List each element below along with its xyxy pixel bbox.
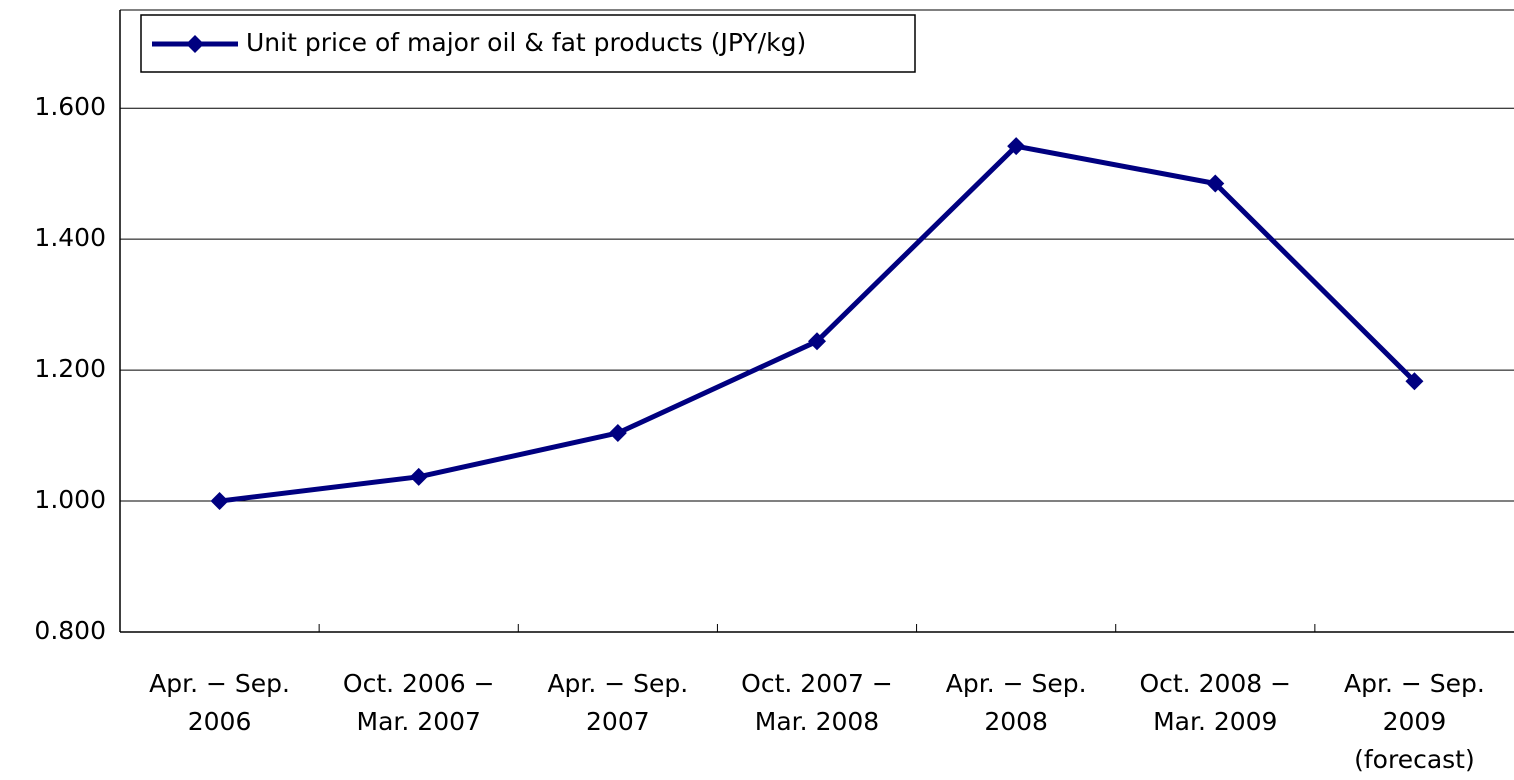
x-tick-label: Oct. 2006 − — [343, 669, 495, 698]
marker — [409, 467, 428, 486]
x-tick-label: Mar. 2009 — [1153, 707, 1277, 736]
marker — [808, 332, 826, 351]
x-tick-label: Apr. − Sep. — [1344, 669, 1485, 698]
x-tick-label: Apr. − Sep. — [149, 669, 290, 698]
x-tick-label: Apr. − Sep. — [946, 669, 1087, 698]
x-tick-label: (forecast) — [1354, 745, 1475, 774]
x-tick-label: Mar. 2008 — [755, 707, 879, 736]
marker — [1206, 174, 1225, 193]
x-tick-label: 2007 — [586, 707, 650, 736]
y-tick-label: 0.800 — [34, 616, 106, 645]
x-tick-label: Oct. 2008 − — [1139, 669, 1291, 698]
y-tick-label: 1.000 — [34, 485, 106, 514]
series-line — [219, 143, 1417, 504]
y-tick-label: 1.600 — [34, 92, 106, 121]
x-tick-label: 2009 — [1383, 707, 1447, 736]
legend: Unit price of major oil & fat products (… — [140, 14, 916, 73]
x-tick-label: 2006 — [188, 707, 252, 736]
x-tick-label: Mar. 2007 — [357, 707, 481, 736]
marker — [1007, 137, 1026, 156]
x-tick-label: Oct. 2007 − — [741, 669, 893, 698]
marker — [1405, 372, 1424, 391]
marker — [210, 492, 229, 511]
y-tick-label: 1.200 — [34, 354, 106, 383]
x-tick-label: 2008 — [984, 707, 1048, 736]
x-tick-label: Apr. − Sep. — [547, 669, 688, 698]
y-tick-label: 1.400 — [34, 223, 106, 252]
legend-box — [140, 14, 916, 73]
marker — [608, 423, 627, 442]
legend-label: Unit price of major oil & fat products (… — [246, 28, 806, 57]
legend-marker — [186, 35, 204, 53]
